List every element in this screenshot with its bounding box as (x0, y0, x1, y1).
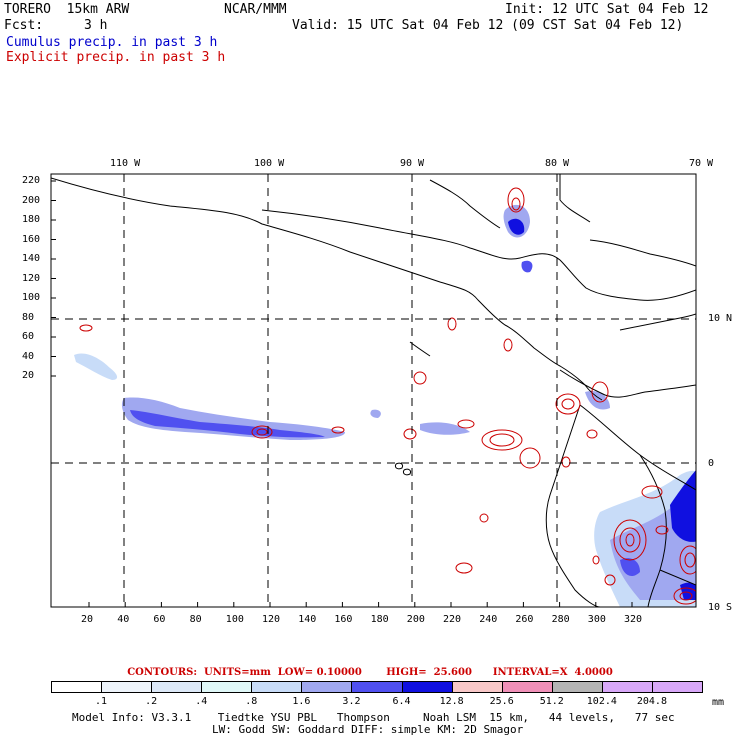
x-tick-label: 20 (81, 614, 94, 625)
y-tick-label: 40 (22, 350, 35, 362)
colorbar-label: .1 (95, 696, 108, 707)
x-tick-label: 300 (587, 614, 606, 625)
cumulus-patch-panama (585, 390, 610, 410)
lat-lon-gridlines (51, 174, 696, 607)
colorbar-label: 1.6 (292, 696, 311, 707)
x-tick-label: 240 (479, 614, 498, 625)
colorbar-cell (601, 681, 653, 693)
x-tick-label: 200 (406, 614, 425, 625)
cumulus-band-itcz (121, 397, 346, 440)
explicit-precip-contours (79, 187, 696, 605)
coastlines (51, 174, 696, 607)
colorbar-label: 204.8 (636, 696, 667, 707)
lat-label-10n: 10 N (708, 313, 733, 324)
lon-label-80w: 80 W (545, 158, 570, 169)
model-name: TORERO 15km ARW (4, 2, 130, 17)
colorbar-label: 3.2 (342, 696, 361, 707)
colorbar-cell (551, 681, 603, 693)
model-info-line2: LW: Godd SW: Goddard DIFF: simple KM: 2D… (212, 723, 524, 736)
cumulus-south-east-core (670, 470, 696, 542)
lon-label-70w: 70 W (689, 158, 714, 169)
map-frame (50, 173, 697, 608)
colorbar-cell (651, 681, 703, 693)
colorbar-label: 102.4 (586, 696, 617, 707)
y-tick-label: 100 (22, 292, 41, 303)
colorbar-cell (251, 681, 303, 693)
colorbar-cell (501, 681, 553, 693)
colorbar-cell (101, 681, 153, 693)
cumulus-band-west (74, 353, 118, 380)
cumulus-patch-central-2 (420, 422, 470, 435)
cumulus-patch-north-core (508, 218, 525, 235)
y-tick-label: 200 (22, 194, 41, 206)
x-tick-label: 260 (515, 614, 534, 625)
x-tick-label: 280 (551, 614, 570, 625)
init-time: Init: 12 UTC Sat 04 Feb 12 (505, 2, 709, 17)
contour-info: CONTOURS: UNITS=mm LOW= 0.10000 HIGH= 25… (127, 667, 613, 678)
lat-label-10s: 10 S (708, 602, 733, 613)
x-tick-label: 80 (189, 614, 202, 625)
colorbar-units: mm (712, 697, 725, 708)
colorbar-label: 12.8 (439, 696, 464, 707)
axis-ticks (51, 180, 633, 607)
lon-label-100w: 100 W (254, 158, 285, 169)
x-tick-label: 180 (370, 614, 389, 625)
colorbar-cell (51, 681, 103, 693)
x-tick-label: 120 (262, 614, 281, 625)
cumulus-patch-gulf (521, 260, 533, 273)
colorbar-label: .8 (245, 696, 258, 707)
colorbar-label: .2 (145, 696, 158, 707)
legend-explicit: Explicit precip. in past 3 h (6, 50, 226, 65)
colorbar-cell (401, 681, 453, 693)
colorbar-label: 51.2 (539, 696, 564, 707)
y-tick-label: 220 (22, 175, 41, 186)
x-tick-label: 160 (334, 614, 353, 625)
y-tick-label: 180 (22, 214, 41, 225)
y-tick-label: 140 (22, 253, 41, 264)
x-tick-label: 100 (225, 614, 244, 625)
lon-label-90w: 90 W (400, 158, 425, 169)
organization: NCAR/MMM (224, 2, 287, 17)
colorbar-label: .4 (195, 696, 208, 707)
y-tick-label: 80 (22, 311, 35, 323)
colorbar-cell (301, 681, 353, 693)
y-tick-label: 20 (22, 370, 35, 381)
x-tick-label: 40 (117, 614, 130, 625)
y-tick-label: 160 (22, 233, 41, 245)
colorbar-cell (201, 681, 253, 693)
y-tick-label: 120 (22, 272, 41, 284)
lon-label-110w: 110 W (110, 158, 141, 169)
colorbar-cell (351, 681, 403, 693)
forecast-label: Fcst: (4, 18, 44, 33)
cumulus-south-east-core-2 (620, 558, 640, 576)
forecast-value: 3 h (84, 18, 108, 33)
colorbar-cell (151, 681, 203, 693)
x-tick-label: 140 (298, 614, 317, 625)
x-tick-label: 60 (153, 614, 166, 625)
y-tick-label: 60 (22, 331, 35, 342)
colorbar-cell (451, 681, 503, 693)
legend-cumulus: Cumulus precip. in past 3 h (6, 35, 218, 50)
valid-time: Valid: 15 UTC Sat 04 Feb 12 (09 CST Sat … (292, 18, 684, 33)
colorbar-label: 25.6 (489, 696, 514, 707)
lat-label-eq: 0 (708, 458, 715, 469)
x-tick-label: 320 (624, 614, 643, 625)
model-info-line1: Model Info: V3.3.1 Tiedtke YSU PBL Thomp… (72, 711, 675, 724)
cumulus-band-itcz-core (130, 410, 325, 438)
cumulus-patch-central (370, 409, 381, 418)
colorbar-label: 6.4 (392, 696, 411, 707)
cumulus-precip-shading (74, 204, 696, 607)
x-tick-label: 220 (443, 614, 462, 625)
